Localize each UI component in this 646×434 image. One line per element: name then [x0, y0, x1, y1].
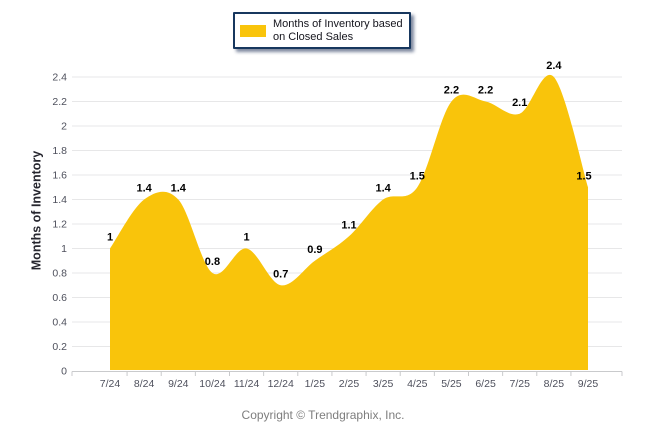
y-tick-label: 0.2	[52, 341, 67, 353]
data-label: 2.2	[478, 85, 493, 97]
data-label: 1	[107, 232, 113, 244]
x-tick-label: 11/24	[234, 378, 260, 390]
data-label: 1.4	[171, 183, 187, 195]
y-tick-label: 0	[61, 366, 67, 378]
y-tick-label: 0.8	[52, 268, 67, 280]
legend-label-line2: on Closed Sales	[273, 30, 354, 43]
x-tick-label: 8/25	[544, 378, 565, 390]
data-label: 0.9	[307, 244, 322, 256]
x-tick-label: 6/25	[475, 378, 496, 390]
y-tick-label: 1	[61, 243, 67, 255]
data-label: 1.4	[136, 183, 152, 195]
y-tick-label: 2	[61, 121, 67, 133]
y-tick-label: 1.6	[52, 170, 67, 182]
y-tick-label: 2.2	[52, 96, 67, 108]
data-label: 1.5	[576, 170, 591, 182]
legend-label-line1: Months of Inventory based	[273, 17, 403, 30]
x-tick-label: 2/25	[339, 378, 360, 390]
series-swatch-icon	[240, 24, 266, 37]
x-tick-label: 1/25	[305, 378, 326, 390]
series-area	[110, 74, 588, 370]
y-tick-label: 1.4	[52, 194, 67, 206]
y-axis-title: Months of Inventory	[29, 150, 44, 271]
copyright-text: Copyright © Trendgraphix, Inc.	[241, 408, 405, 422]
data-label: 1	[244, 232, 250, 244]
y-tick-label: 0.6	[52, 292, 67, 304]
data-label: 1.5	[410, 170, 425, 182]
data-label: 2.4	[546, 60, 562, 72]
x-tick-label: 3/25	[373, 378, 394, 390]
x-tick-label: 5/25	[441, 378, 462, 390]
y-tick-label: 1.2	[52, 219, 67, 231]
data-label: 2.1	[512, 97, 527, 109]
x-tick-label: 9/25	[578, 378, 599, 390]
x-tick-label: 7/24	[100, 378, 121, 390]
x-tick-label: 12/24	[268, 378, 294, 390]
data-label: 1.4	[375, 183, 391, 195]
data-label: 1.1	[341, 219, 356, 231]
x-tick-label: 10/24	[199, 378, 225, 390]
x-tick-label: 8/24	[134, 378, 155, 390]
y-tick-label: 0.4	[52, 317, 67, 329]
legend-label: Months of Inventory based on Closed Sale…	[273, 18, 403, 44]
x-tick-label: 4/25	[407, 378, 428, 390]
y-tick-label: 2.4	[52, 72, 67, 84]
y-tick-label: 1.8	[52, 145, 67, 157]
x-tick-label: 7/25	[509, 378, 530, 390]
data-label: 0.7	[273, 268, 288, 280]
data-label: 0.8	[205, 256, 220, 268]
chart-legend: Months of Inventory based on Closed Sale…	[233, 12, 411, 49]
data-label: 2.2	[444, 85, 459, 97]
x-tick-label: 9/24	[168, 378, 189, 390]
